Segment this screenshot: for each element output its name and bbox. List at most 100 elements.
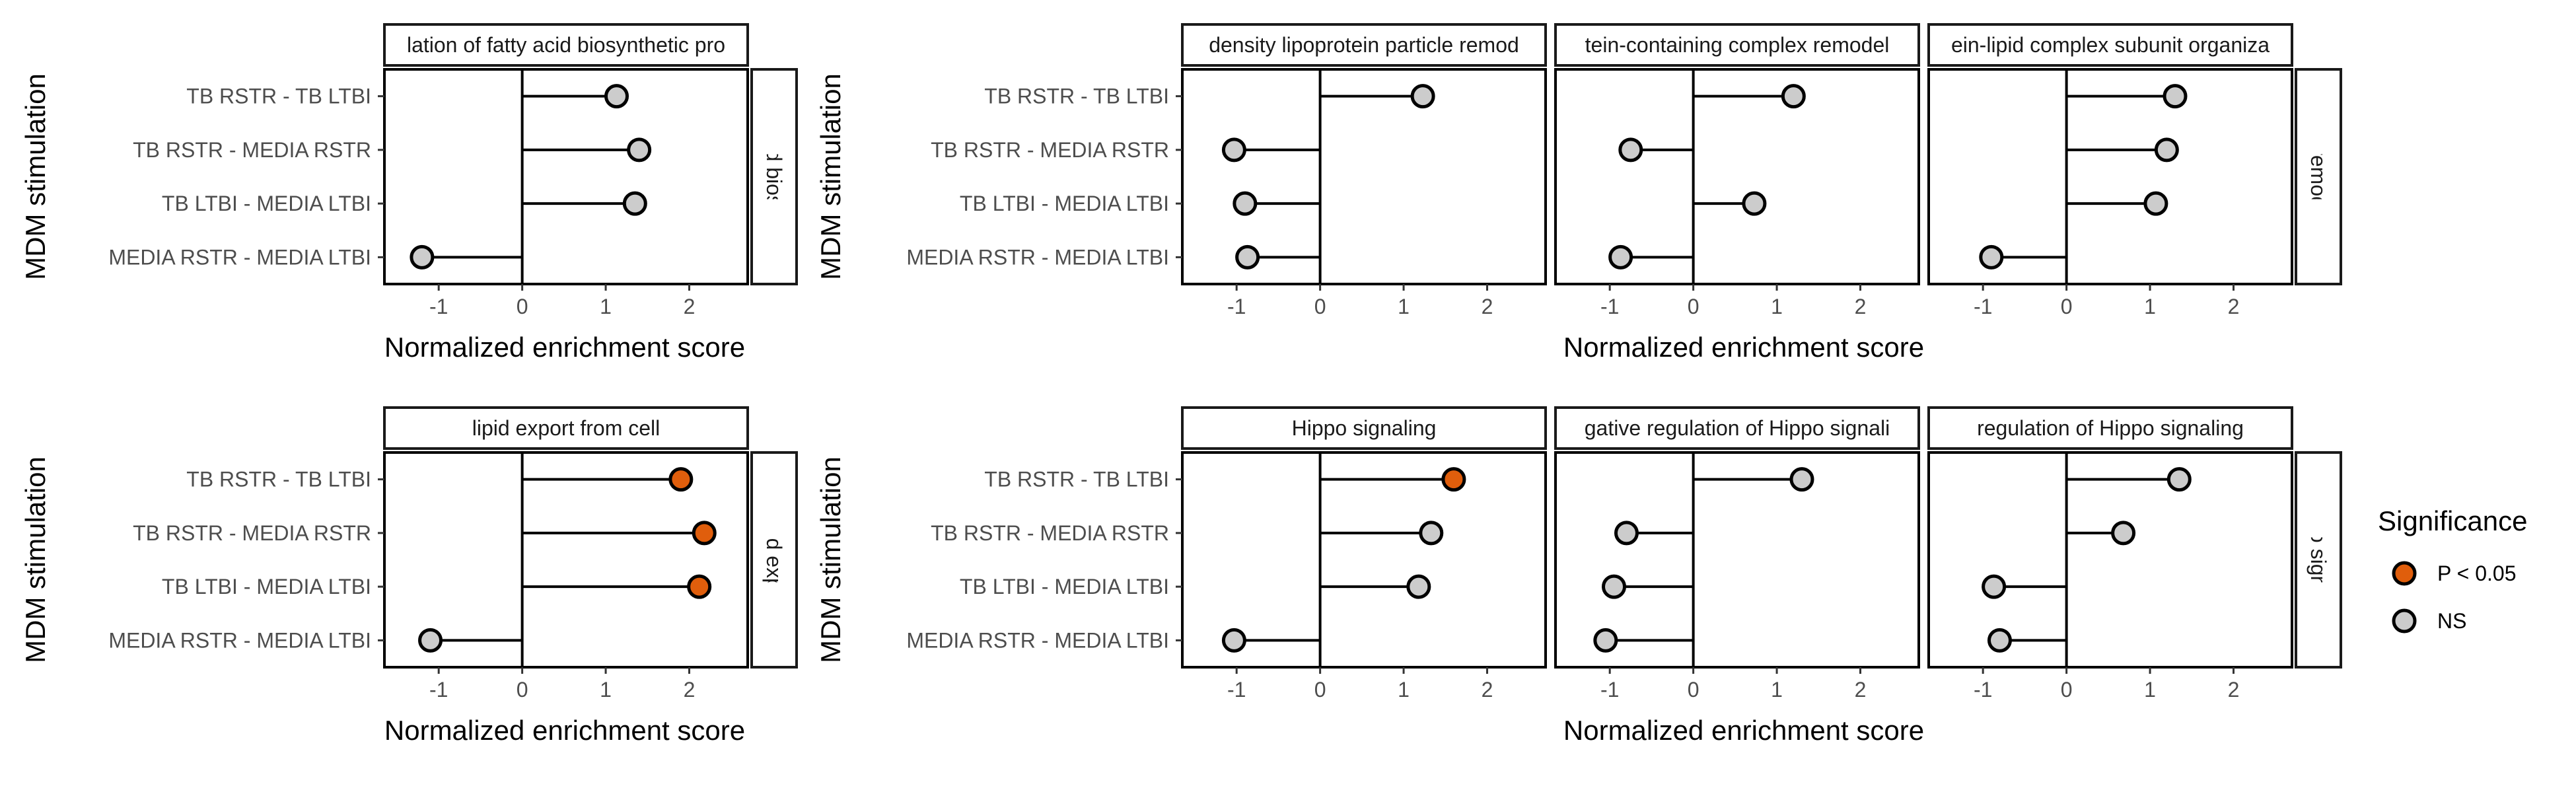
lollipop-point: [410, 244, 435, 270]
lollipop-point: [692, 521, 717, 546]
facet-strip-label: gative regulation of Hippo signali: [1585, 416, 1890, 440]
lollipop-point: [604, 84, 629, 109]
lollipop-point: [418, 628, 443, 653]
x-axis-title: Normalized enrichment score: [1563, 715, 1924, 746]
x-tick-label: -1: [1227, 295, 1246, 318]
facet-strip-label: Hippo signaling: [1292, 416, 1437, 440]
panel-1: lation of fatty acid biosynthetic pro -1 0…: [108, 23, 798, 318]
y-tick-label: TB RSTR - MEDIA RSTR: [931, 521, 1169, 545]
lollipop-point: [1441, 467, 1466, 492]
y-tick-label: TB LTBI - MEDIA LTBI: [960, 575, 1169, 598]
lollipop-point: [1221, 137, 1246, 163]
x-tick-label: 2: [684, 295, 696, 318]
lollipop-point: [1410, 84, 1435, 109]
facet-strip-label: regulation of Hippo signaling: [1977, 416, 2244, 440]
y-axis-title: MDM stimulation: [20, 73, 51, 280]
x-tick-label: 1: [1398, 295, 1410, 318]
facet-strip: [1927, 406, 2293, 450]
lollipop-point: [1982, 574, 2007, 599]
y-tick-label: MEDIA RSTR - MEDIA LTBI: [906, 628, 1169, 652]
lollipop-point: [627, 137, 652, 163]
y-tick-label: TB RSTR - MEDIA RSTR: [133, 521, 371, 545]
x-tick-label: -1: [1227, 678, 1246, 702]
lollipop-point: [1979, 244, 2004, 270]
facet-side-strip-label: Hippo signaling: [2307, 488, 2330, 632]
lollipop-point: [2143, 191, 2168, 216]
facet-strip-label: tein-containing complex remodel: [1585, 33, 1890, 57]
lollipop-point: [668, 467, 694, 492]
y-tick-label: TB RSTR - MEDIA RSTR: [133, 138, 371, 162]
y-tick-label: MEDIA RSTR - MEDIA LTBI: [108, 245, 371, 269]
y-tick-label: TB RSTR - TB LTBI: [186, 468, 371, 491]
facet-side-strip: [750, 68, 798, 285]
x-axis-title: Normalized enrichment score: [384, 715, 745, 746]
y-tick-label: MEDIA RSTR - MEDIA LTBI: [906, 245, 1169, 269]
legend-title: Significance: [2378, 505, 2527, 536]
x-tick-label: 2: [2228, 678, 2240, 702]
facet-side-strip-label: HDL remodeling: [2307, 100, 2330, 252]
lollipop-point: [1235, 244, 1260, 270]
facet-strip-label: lipid export from cell: [472, 416, 661, 440]
y-axis-title: MDM stimulation: [815, 73, 846, 280]
x-tick-label: 2: [1482, 295, 1493, 318]
x-axis-title: Normalized enrichment score: [384, 332, 745, 363]
panel-border: [1927, 451, 2293, 669]
panel-border: [1554, 451, 1920, 669]
lollipop-point: [2166, 467, 2192, 492]
x-tick-label: -1: [1974, 295, 1992, 318]
x-tick-label: 2: [1855, 678, 1867, 702]
lollipop-point: [687, 574, 712, 599]
lollipop-point: [1789, 467, 1814, 492]
facet-strip: [1181, 23, 1547, 67]
facet-strip-label: density lipoprotein particle remod: [1209, 33, 1519, 57]
y-tick-label: TB LTBI - MEDIA LTBI: [960, 192, 1169, 215]
facet-strip: [1927, 23, 2293, 67]
lollipop-point: [1781, 84, 1806, 109]
panel-7: gative regulation of Hippo signali -1 0 1 2: [1554, 406, 1920, 702]
facet-strip-label: lation of fatty acid biosynthetic pro: [407, 33, 725, 57]
y-tick-label: TB RSTR - TB LTBI: [984, 468, 1169, 491]
lollipop-point: [2154, 137, 2179, 163]
facet-side-strip-label: Lipid export: [762, 505, 786, 615]
x-tick-label: -1: [429, 678, 448, 702]
facet-strip: [1181, 406, 1547, 450]
y-axis-title: MDM stimulation: [815, 456, 846, 663]
y-tick-label: TB RSTR - MEDIA RSTR: [931, 138, 1169, 162]
lollipop-point: [1614, 521, 1639, 546]
x-tick-label: -1: [1974, 678, 1992, 702]
x-tick-label: 0: [517, 678, 528, 702]
lollipop-point: [1618, 137, 1643, 163]
x-tick-label: 0: [1688, 678, 1699, 702]
facet-side-strip: [2295, 68, 2342, 285]
panel-8: regulation of Hippo signaling -1 0 1 2 Hippo …: [1927, 406, 2342, 702]
facet-strip: [1554, 406, 1920, 450]
x-tick-label: 2: [684, 678, 696, 702]
panel-3: tein-containing complex remodel -1 0 1 2: [1554, 23, 1920, 318]
x-tick-label: 0: [517, 295, 528, 318]
x-tick-label: -1: [429, 295, 448, 318]
panel-border: [383, 68, 749, 285]
legend-key: [2392, 608, 2417, 633]
x-tick-label: 1: [2144, 295, 2156, 318]
x-tick-label: 0: [1314, 295, 1326, 318]
legend-key: [2392, 561, 2417, 586]
panel-2: density lipoprotein particle remod -1 0 1 2 T…: [906, 23, 1547, 318]
y-tick-label: TB RSTR - TB LTBI: [984, 85, 1169, 108]
x-tick-label: 1: [600, 678, 612, 702]
x-tick-label: 1: [1398, 678, 1410, 702]
facet-side-strip-label: Fatty acid biosynthesis: [762, 70, 786, 284]
lollipop-point: [622, 191, 647, 216]
y-tick-label: TB LTBI - MEDIA LTBI: [162, 192, 371, 215]
lollipop-point: [1419, 521, 1444, 546]
facet-strip: [1554, 23, 1920, 67]
x-tick-label: 1: [2144, 678, 2156, 702]
facet-strip: [383, 406, 749, 450]
facet-side-strip: [2295, 451, 2342, 669]
facet-strip-label: ein-lipid complex subunit organiza: [1951, 33, 2270, 57]
x-axis-title: Normalized enrichment score: [1563, 332, 1924, 363]
x-tick-label: 1: [600, 295, 612, 318]
y-tick-label: TB LTBI - MEDIA LTBI: [162, 575, 371, 598]
x-tick-label: 0: [2061, 678, 2073, 702]
x-tick-label: -1: [1600, 295, 1619, 318]
lollipop-point: [1742, 191, 1767, 216]
